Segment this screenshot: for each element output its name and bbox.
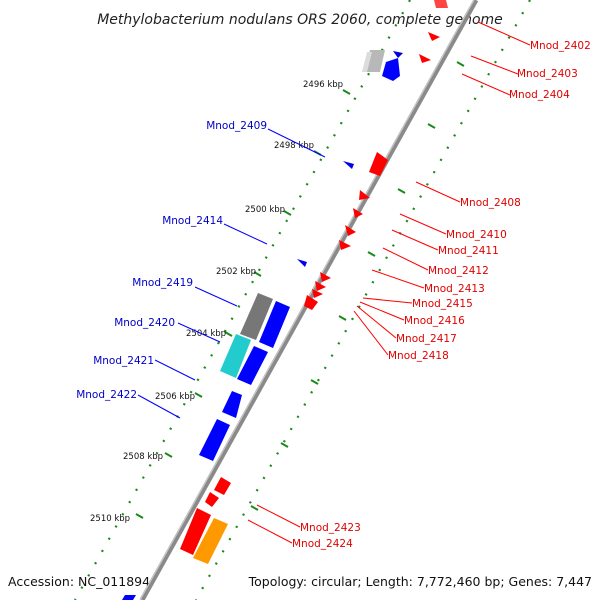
tick-label: 2500 kbp [245, 205, 285, 215]
tick-label: 2502 kbp [216, 267, 256, 277]
gene-block [220, 334, 251, 378]
gene-arrow [199, 419, 230, 461]
accession-text: Accession: NC_011894 [8, 574, 150, 589]
forward-gene-labels: Mnod_2402 Mnod_2403 Mnod_2404 Mnod_2408 … [292, 40, 591, 550]
gene-label: Mnod_2402 [530, 40, 591, 52]
gene-label: Mnod_2416 [404, 315, 465, 327]
gene-label: Mnod_2409 [206, 120, 267, 132]
tick-label: 2506 kbp [155, 392, 195, 402]
gene-label: Mnod_2424 [292, 538, 353, 550]
gene-arrow [297, 259, 307, 267]
inner-tick-marks [250, 61, 465, 511]
tick-label: 2496 kbp [303, 80, 343, 90]
gene-arrow [345, 225, 356, 236]
summary-text: Topology: circular; Length: 7,772,460 bp… [248, 574, 592, 589]
gene-arrow [369, 152, 388, 176]
gene-label: Mnod_2414 [162, 215, 223, 227]
forward-leader-lines [247, 21, 531, 544]
forward-strand-genes [180, 0, 448, 564]
gene-block [240, 293, 273, 340]
gene-arrow [259, 301, 290, 348]
gene-arrow [237, 346, 268, 385]
gene-label: Mnod_2421 [93, 355, 154, 367]
gene-arrow [205, 492, 219, 507]
outer-tick-marks [135, 89, 351, 519]
gene-arrow [353, 208, 363, 218]
gene-label: Mnod_2423 [300, 522, 361, 534]
gene-label: Mnod_2410 [446, 229, 507, 241]
tick-label: 2508 kbp [123, 452, 163, 462]
gene-arrow [320, 272, 331, 282]
gene-arrow [434, 0, 448, 8]
gene-block [193, 518, 228, 564]
reverse-strand-genes [122, 50, 403, 600]
gene-label: Mnod_2408 [460, 197, 521, 209]
gene-label: Mnod_2412 [428, 265, 489, 277]
gene-label: Mnod_2418 [388, 350, 449, 362]
gene-arrow [428, 32, 440, 41]
map-title: Methylobacterium nodulans ORS 2060, comp… [97, 12, 503, 28]
gene-arrow [222, 391, 242, 418]
gene-arrow [419, 54, 431, 63]
gene-arrow [359, 190, 370, 200]
gene-label: Mnod_2419 [132, 277, 193, 289]
gene-arrow [312, 289, 323, 298]
gene-label: Mnod_2403 [517, 68, 578, 80]
outer-dotted-track [74, 0, 411, 600]
gene-label: Mnod_2417 [396, 333, 457, 345]
gene-label: Mnod_2415 [412, 298, 473, 310]
gene-label: Mnod_2420 [114, 317, 175, 329]
inner-dotted-track [195, 0, 531, 600]
gene-label: Mnod_2404 [509, 89, 570, 101]
gene-arrow [214, 477, 231, 495]
tick-label: 2504 kbp [186, 329, 226, 339]
gene-label: Mnod_2413 [424, 283, 485, 295]
gene-arrow [122, 595, 136, 600]
reverse-gene-labels: Mnod_2409 Mnod_2414 Mnod_2419 Mnod_2420 … [76, 120, 267, 401]
gene-block [362, 52, 372, 72]
tick-label: 2498 kbp [274, 141, 314, 151]
gene-arrow [315, 281, 326, 291]
gene-arrow [393, 51, 403, 58]
gene-label: Mnod_2422 [76, 389, 137, 401]
gene-arrow [343, 161, 354, 169]
gene-arrow [180, 508, 211, 555]
tick-label: 2510 kbp [90, 514, 130, 524]
gene-label: Mnod_2411 [438, 245, 499, 257]
gene-arrow [382, 58, 400, 81]
gene-arrow [304, 295, 318, 310]
tick-labels: 2496 kbp 2498 kbp 2500 kbp 2502 kbp 2504… [90, 80, 343, 524]
reverse-leader-lines [137, 128, 326, 419]
gene-arrow [339, 240, 351, 250]
